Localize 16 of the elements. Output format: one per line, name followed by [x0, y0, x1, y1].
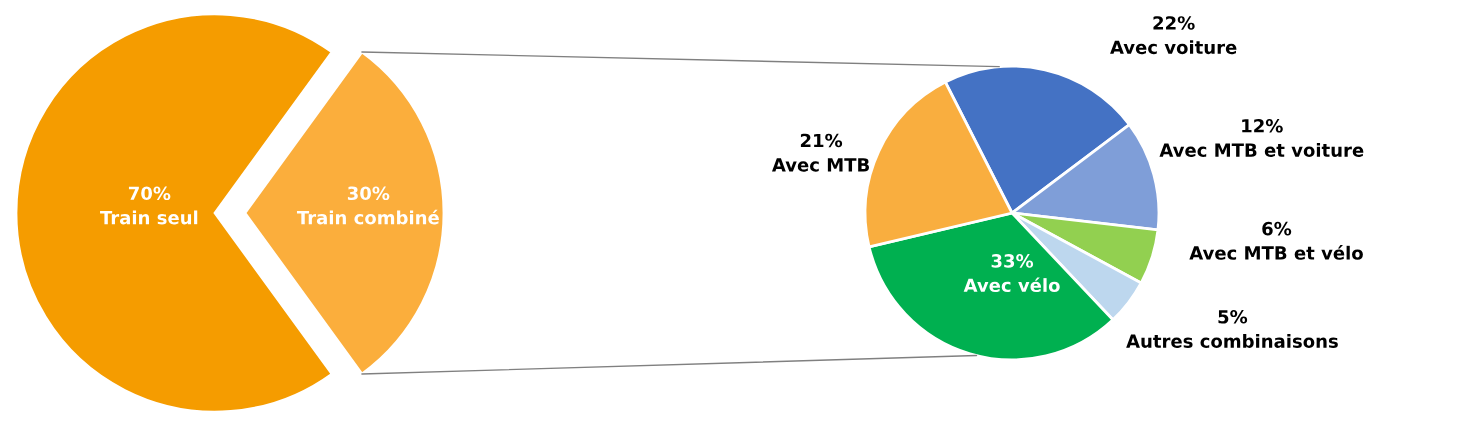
data-label: 22% [1153, 16, 1195, 30]
slice-label: Avec MTB [771, 158, 869, 172]
slice-label: Avec MTB et vélo [1189, 245, 1363, 260]
data-label: 30% [347, 186, 390, 201]
slice-label: Train combiné [296, 209, 439, 225]
data-label: 6% [1262, 221, 1292, 236]
slice-label: Avec voiture [1110, 40, 1237, 55]
slice-label: Train seul [100, 210, 198, 225]
data-label: 5% [1218, 309, 1248, 324]
data-label: 33% [991, 254, 1034, 268]
data-label: 21% [800, 133, 843, 148]
slice-label: Avec vélo [963, 277, 1060, 293]
data-label: 70% [128, 186, 171, 201]
slice-label: Avec MTB et voiture [1159, 142, 1364, 157]
data-label: 12% [1242, 118, 1283, 133]
slice-label: Autres combinaisons [1126, 333, 1338, 348]
